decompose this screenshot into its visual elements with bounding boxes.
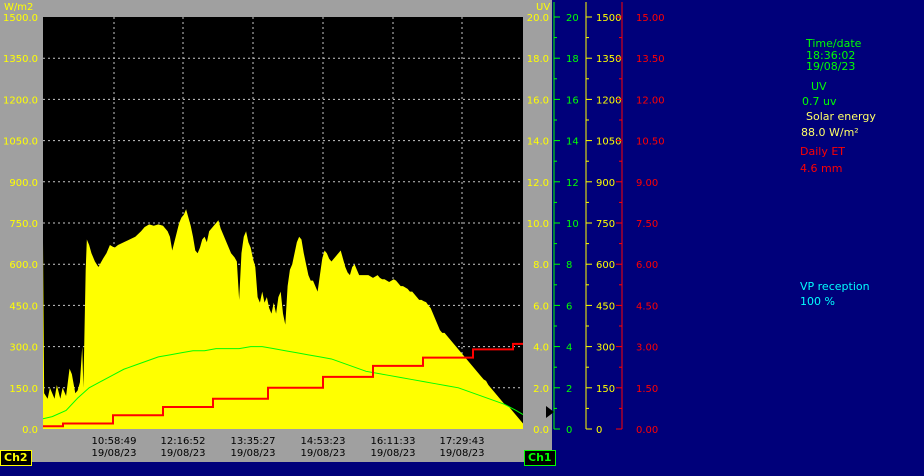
x-tick-date: 19/08/23 xyxy=(301,448,346,459)
et-axis-label: 1.50 xyxy=(636,384,658,395)
uv-value: 0.7 uv xyxy=(802,95,837,108)
et-axis-label: 7.50 xyxy=(636,219,658,230)
inner-uv-tick-label: 4.0 xyxy=(533,343,549,354)
solar-axis-label: 1350 xyxy=(596,54,621,65)
left-tick-label: 300.0 xyxy=(9,343,38,354)
solar-label: Solar energy xyxy=(806,110,876,123)
solar-axis-label: 450 xyxy=(596,301,615,312)
inner-uv-tick-label: 8.0 xyxy=(533,260,549,271)
channel-1-button[interactable]: Ch1 xyxy=(524,450,556,466)
x-tick-time: 13:35:27 xyxy=(231,436,276,447)
solar-axis-label: 1200 xyxy=(596,95,621,106)
x-tick-time: 14:53:23 xyxy=(301,436,346,447)
inner-uv-tick-label: 12.0 xyxy=(527,178,549,189)
x-tick-time: 12:16:52 xyxy=(161,436,206,447)
solar-axis-label: 150 xyxy=(596,384,615,395)
et-axis-label: 15.00 xyxy=(636,13,665,24)
uv-line xyxy=(42,346,524,420)
channel-2-button[interactable]: Ch2 xyxy=(0,450,32,466)
inner-uv-tick-label: 20.0 xyxy=(527,13,549,24)
uv-axis-label: 6 xyxy=(566,301,572,312)
uv-axis-label: 20 xyxy=(566,13,579,24)
x-tick-date: 19/08/23 xyxy=(440,448,485,459)
et-axis-label: 13.50 xyxy=(636,54,665,65)
solar-energy-fill xyxy=(43,209,523,429)
left-tick-label: 1200.0 xyxy=(3,95,38,106)
vp-value: 100 % xyxy=(800,295,835,308)
et-axis-label: 3.00 xyxy=(636,343,658,354)
inner-uv-tick-label: 10.0 xyxy=(527,219,549,230)
et-axis-label: 9.00 xyxy=(636,178,658,189)
time-label: Time/date xyxy=(806,37,862,50)
vp-label: VP reception xyxy=(800,280,870,293)
marker-arrow-icon xyxy=(546,406,554,418)
x-tick-date: 19/08/23 xyxy=(161,448,206,459)
left-tick-label: 600.0 xyxy=(9,260,38,271)
solar-axis-label: 0 xyxy=(596,425,602,436)
solar-axis-label: 750 xyxy=(596,219,615,230)
uv-series-line xyxy=(42,346,524,420)
uv-axis-label: 2 xyxy=(566,384,572,395)
solar-axis-label: 1500 xyxy=(596,13,621,24)
uv-axis-label: 4 xyxy=(566,343,572,354)
x-tick-time: 17:29:43 xyxy=(440,436,485,447)
uv-axis-label: 18 xyxy=(566,54,579,65)
left-tick-label: 150.0 xyxy=(9,384,38,395)
date-value: 19/08/23 xyxy=(806,60,856,73)
et-label: Daily ET xyxy=(800,145,845,158)
et-axis: 15.00 13.50 12.00 10.50 9.00 7.50 6.00 4.50 3.00… xyxy=(616,2,665,436)
uv-axis-label: 16 xyxy=(566,95,579,106)
uv-axis-label: 8 xyxy=(566,260,572,271)
left-tick-label: 1050.0 xyxy=(3,137,38,148)
left-tick-label: 750.0 xyxy=(9,219,38,230)
left-tick-label: 1350.0 xyxy=(3,54,38,65)
x-tick-time: 10:58:49 xyxy=(92,436,137,447)
solar-axis-label: 1050 xyxy=(596,137,621,148)
et-value: 4.6 mm xyxy=(800,162,843,175)
inner-uv-tick-label: 2.0 xyxy=(533,384,549,395)
left-tick-label: 450.0 xyxy=(9,301,38,312)
left-tick-label: 900.0 xyxy=(9,178,38,189)
solar-axis-label: 300 xyxy=(596,343,615,354)
x-tick-date: 19/08/23 xyxy=(371,448,416,459)
inner-uv-axis-ticks: 20.0 18.0 16.0 14.0 12.0 10.0 8.0 6.0 4.0 2.0 0.0 xyxy=(527,13,549,436)
uv-axis-label: 12 xyxy=(566,178,579,189)
inner-unit-label: UV xyxy=(536,2,550,13)
x-tick-date: 19/08/23 xyxy=(92,448,137,459)
et-axis-label: 10.50 xyxy=(636,137,665,148)
left-axis-ticks: 1500.0 1350.0 1200.0 1050.0 900.0 750.0 600.0 4… xyxy=(3,13,38,436)
et-axis-label: 12.00 xyxy=(636,95,665,106)
daily-et-line xyxy=(43,342,523,428)
inner-uv-tick-label: 18.0 xyxy=(527,54,549,65)
x-tick-date: 19/08/23 xyxy=(231,448,276,459)
uv-label: UV xyxy=(811,80,827,93)
uv-axis-label: 10 xyxy=(566,219,579,230)
uv-axis-label: 0 xyxy=(566,425,572,436)
solar-energy-area xyxy=(43,209,523,429)
solar-value: 88.0 W/m² xyxy=(801,126,859,139)
et-axis-label: 6.00 xyxy=(636,260,658,271)
inner-uv-tick-label: 0.0 xyxy=(533,425,549,436)
x-tick-time: 16:11:33 xyxy=(371,436,416,447)
x-axis-ticks: 10:58:4919/08/2312:16:5219/08/2313:35:27… xyxy=(92,436,485,459)
uv-axis-label: 14 xyxy=(566,137,579,148)
inner-uv-tick-label: 6.0 xyxy=(533,301,549,312)
inner-uv-tick-label: 14.0 xyxy=(527,137,549,148)
left-unit-label: W/m2 xyxy=(4,2,33,13)
solar-axis-label: 900 xyxy=(596,178,615,189)
inner-uv-tick-label: 16.0 xyxy=(527,95,549,106)
daily-et-series-line xyxy=(43,342,523,428)
left-tick-label: 1500.0 xyxy=(3,13,38,24)
left-tick-label: 0.0 xyxy=(22,425,38,436)
et-axis-label: 4.50 xyxy=(636,301,658,312)
et-axis-label: 0.00 xyxy=(636,425,658,436)
solar-axis-label: 600 xyxy=(596,260,615,271)
time-value: 18:36:02 xyxy=(806,49,856,62)
